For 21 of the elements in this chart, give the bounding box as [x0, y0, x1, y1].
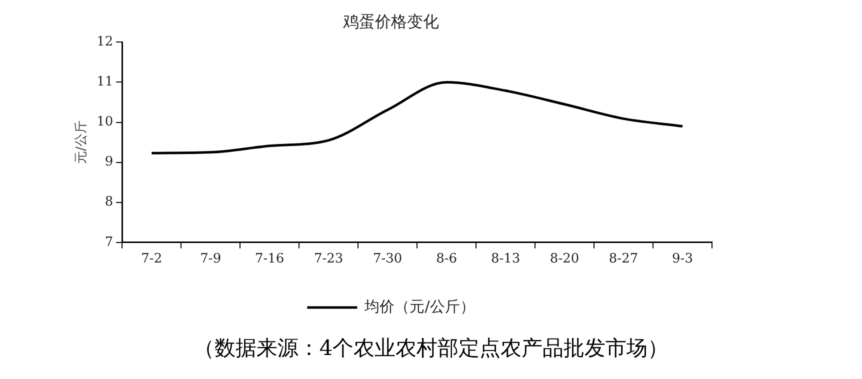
y-tick-label: 8: [104, 194, 114, 210]
y-tick-label: 9: [104, 154, 114, 170]
x-tick-label: 7-23: [314, 252, 344, 267]
y-tick-label: 10: [96, 114, 114, 130]
x-tick-label: 8-20: [550, 252, 580, 267]
x-tick-label: 9-3: [672, 252, 693, 267]
line-series: [150, 80, 684, 154]
y-tick-label: 7: [104, 234, 114, 250]
x-tick-label: 8-6: [436, 252, 458, 267]
y-tick-label: 12: [96, 34, 114, 50]
chart-title: 鸡蛋价格变化: [342, 12, 439, 31]
x-tick-label: 7-30: [372, 252, 402, 267]
legend-label: 均价（元/公斤）: [364, 297, 475, 316]
x-tick-label: 7-2: [141, 252, 162, 267]
y-axis-title: 元/公斤: [74, 120, 90, 164]
text: （数据来源：4个农业农村部定点农产品批发市场）: [192, 335, 670, 362]
x-tick-label: 7-16: [254, 252, 284, 267]
x-tick-label: 8-13: [490, 252, 520, 267]
x-tick-label: 8-27: [608, 252, 638, 267]
x-tick-label: 7-9: [200, 252, 222, 267]
y-tick-label: 11: [96, 74, 114, 90]
